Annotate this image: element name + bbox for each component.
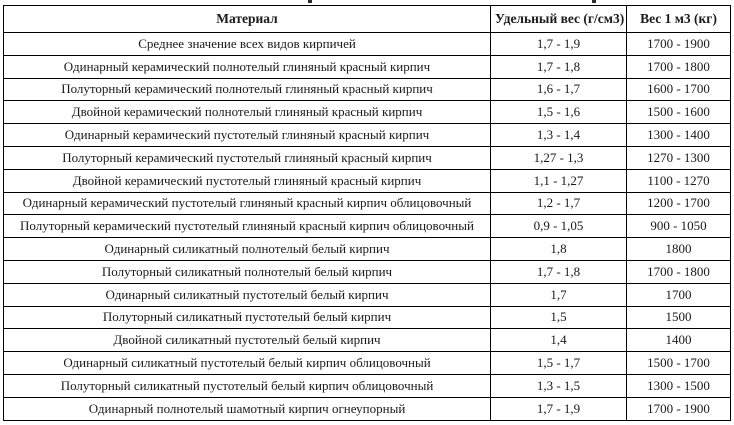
cell-material: Двойной керамический пустотелый глиняный…: [3, 168, 491, 193]
table-row: Одинарный силикатный пустотелый белый ки…: [3, 351, 731, 375]
cell-weight-per-m3: 900 - 1050: [626, 214, 731, 239]
cell-specific-weight: 1,5 - 1,7: [490, 351, 627, 375]
cell-material: Двойной керамический полнотелый глиняный…: [3, 100, 491, 125]
header-material: Материал: [3, 5, 491, 33]
cell-specific-weight: 1,2 - 1,7: [490, 191, 627, 216]
cell-material: Одинарный силикатный пустотелый белый ки…: [3, 351, 491, 375]
cell-weight-per-m3: 1300 - 1400: [626, 123, 731, 147]
cell-material: Одинарный керамический пустотелый глинян…: [3, 191, 491, 216]
cell-material: Полуторный силикатный полнотелый белый к…: [3, 259, 491, 284]
table-row: Полуторный силикатный полнотелый белый к…: [3, 259, 731, 284]
table-row: Полуторный силикатный пустотелый белый к…: [3, 373, 731, 398]
cell-material: Полуторный силикатный пустотелый белый к…: [3, 305, 491, 330]
cell-specific-weight: 1,7: [490, 282, 627, 307]
cell-material: Полуторный керамический полнотелый глиня…: [3, 77, 491, 102]
table-header-row: Материал Удельный вес (г/см3) Вес 1 м3 (…: [3, 5, 731, 33]
cell-weight-per-m3: 1800: [626, 237, 731, 261]
cell-specific-weight: 1,7 - 1,9: [490, 32, 627, 56]
cell-specific-weight: 0,9 - 1,05: [490, 214, 627, 239]
cell-specific-weight: 1,8: [490, 237, 627, 261]
cropped-caption-fragment: [308, 0, 312, 3]
cell-weight-per-m3: 1700 - 1900: [626, 396, 731, 421]
cell-weight-per-m3: 1700 - 1800: [626, 54, 731, 79]
cell-specific-weight: 1,3 - 1,4: [490, 123, 627, 147]
cell-weight-per-m3: 1270 - 1300: [626, 145, 731, 170]
cell-specific-weight: 1,6 - 1,7: [490, 77, 627, 102]
cell-material: Одинарный силикатный пустотелый белый ки…: [3, 282, 491, 307]
cell-specific-weight: 1,7 - 1,8: [490, 54, 627, 79]
cropped-caption-fragment: [592, 0, 596, 3]
table-row: Одинарный керамический пустотелый глинян…: [3, 123, 731, 147]
cell-material: Полуторный силикатный пустотелый белый к…: [3, 373, 491, 398]
cell-weight-per-m3: 1500: [626, 305, 731, 330]
cell-specific-weight: 1,1 - 1,27: [490, 168, 627, 193]
table-row: Среднее значение всех видов кирпичей 1,7 …: [3, 32, 731, 56]
cell-weight-per-m3: 1700: [626, 282, 731, 307]
table-row: Одинарный полнотелый шамотный кирпич огн…: [3, 396, 731, 421]
table-row: Одинарный керамический пустотелый глинян…: [3, 191, 731, 216]
table-row: Полуторный керамический пустотелый глиня…: [3, 145, 731, 170]
cell-material: Одинарный керамический полнотелый глинян…: [3, 54, 491, 79]
cell-weight-per-m3: 1500 - 1600: [626, 100, 731, 125]
cell-specific-weight: 1,7 - 1,9: [490, 396, 627, 421]
table-row: Одинарный керамический полнотелый глинян…: [3, 54, 731, 79]
cell-specific-weight: 1,5 - 1,6: [490, 100, 627, 125]
cell-material: Одинарный полнотелый шамотный кирпич огн…: [3, 396, 491, 421]
table-row: Полуторный керамический пустотелый глиня…: [3, 214, 731, 239]
cell-material: Одинарный керамический пустотелый глинян…: [3, 123, 491, 147]
cell-weight-per-m3: 1600 - 1700: [626, 77, 731, 102]
cell-weight-per-m3: 1300 - 1500: [626, 373, 731, 398]
header-specific-weight: Удельный вес (г/см3): [490, 5, 627, 33]
cell-weight-per-m3: 1500 - 1700: [626, 351, 731, 375]
table-row: Одинарный силикатный полнотелый белый ки…: [3, 237, 731, 261]
cell-material: Среднее значение всех видов кирпичей: [3, 32, 491, 56]
header-weight-per-m3: Вес 1 м3 (кг): [626, 5, 731, 33]
table-row: Полуторный керамический полнотелый глиня…: [3, 77, 731, 102]
cell-specific-weight: 1,7 - 1,8: [490, 259, 627, 284]
cell-weight-per-m3: 1400: [626, 328, 731, 353]
cell-material: Полуторный керамический пустотелый глиня…: [3, 145, 491, 170]
cell-specific-weight: 1,27 - 1,3: [490, 145, 627, 170]
cell-specific-weight: 1,5: [490, 305, 627, 330]
table-row: Одинарный силикатный пустотелый белый ки…: [3, 282, 731, 307]
cell-weight-per-m3: 1700 - 1900: [626, 32, 731, 56]
table-body: Среднее значение всех видов кирпичей 1,7 …: [3, 32, 731, 421]
table-row: Двойной керамический пустотелый глиняный…: [3, 168, 731, 193]
cell-weight-per-m3: 1700 - 1800: [626, 259, 731, 284]
cell-specific-weight: 1,4: [490, 328, 627, 353]
cell-weight-per-m3: 1100 - 1270: [626, 168, 731, 193]
brick-weight-table: Материал Удельный вес (г/см3) Вес 1 м3 (…: [3, 5, 731, 421]
table-row: Двойной силикатный пустотелый белый кирп…: [3, 328, 731, 353]
cell-material: Одинарный силикатный полнотелый белый ки…: [3, 237, 491, 261]
cell-material: Двойной силикатный пустотелый белый кирп…: [3, 328, 491, 353]
table-row: Полуторный силикатный пустотелый белый к…: [3, 305, 731, 330]
cell-weight-per-m3: 1200 - 1700: [626, 191, 731, 216]
cell-specific-weight: 1,3 - 1,5: [490, 373, 627, 398]
table-row: Двойной керамический полнотелый глиняный…: [3, 100, 731, 125]
cell-material: Полуторный керамический пустотелый глиня…: [3, 214, 491, 239]
